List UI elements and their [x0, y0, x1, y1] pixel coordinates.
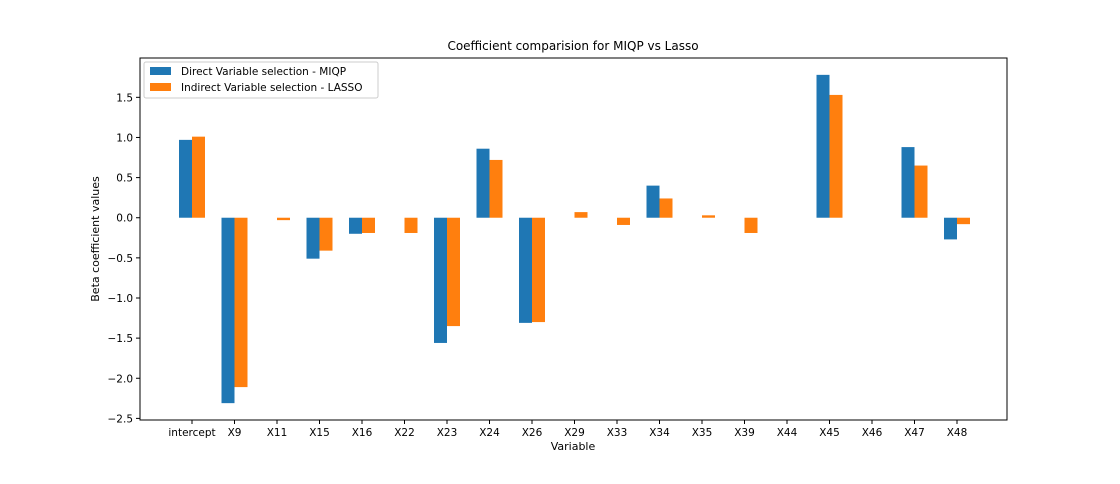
bar-lasso-x22	[404, 217, 418, 233]
legend-swatch-lasso	[150, 83, 171, 91]
x-tick-label: intercept	[168, 427, 215, 439]
bar-lasso-x11	[277, 217, 290, 221]
bar-miqp-x34	[646, 185, 660, 218]
bar-miqp-x15	[306, 217, 320, 259]
x-tick-label: X23	[437, 427, 458, 439]
x-tick-label: X34	[649, 427, 670, 439]
x-tick-label: X35	[692, 427, 713, 439]
bar-miqp-x9	[221, 217, 235, 404]
y-tick-label: −1.5	[108, 333, 134, 345]
bar-lasso-x48	[957, 217, 970, 225]
bar-lasso-x26	[532, 217, 545, 323]
bars-layer	[179, 74, 970, 404]
bar-miqp-x23	[434, 217, 447, 343]
bar-lasso-x35	[702, 215, 715, 218]
x-tick-label: X22	[394, 427, 415, 439]
plot-frame	[139, 57, 1008, 421]
bar-lasso-intercept	[192, 136, 205, 218]
x-tick-label: X44	[777, 427, 798, 439]
legend: Direct Variable selection - MIQP Indirec…	[143, 61, 379, 99]
legend-frame	[143, 61, 379, 99]
x-tick-label: X46	[862, 427, 883, 439]
bar-miqp-x48	[944, 217, 957, 240]
x-tick-label: X15	[309, 427, 330, 439]
bar-lasso-x45	[829, 94, 843, 218]
legend-label-lasso: Indirect Variable selection - LASSO	[181, 82, 362, 94]
bar-lasso-x39	[744, 217, 758, 233]
y-tick-label: 0.0	[116, 213, 133, 225]
bar-lasso-x9	[234, 217, 248, 388]
x-tick-label: X48	[947, 427, 968, 439]
x-tick-label: X29	[564, 427, 585, 439]
x-tick-label: X26	[522, 427, 543, 439]
y-tick-label: 1.5	[116, 92, 133, 104]
bar-lasso-x23	[447, 217, 460, 327]
bar-miqp-x16	[349, 217, 362, 234]
bar-lasso-x47	[914, 165, 928, 218]
y-axis-ticks: −2.5 −2.0 −1.5 −1.0 −0.5 0.0 0.5 1.0 1.5	[108, 92, 140, 425]
bar-lasso-x29	[574, 212, 588, 218]
bar-lasso-x24	[489, 159, 503, 218]
x-tick-label: X9	[228, 427, 242, 439]
x-tick-label: X39	[734, 427, 755, 439]
bar-miqp-x24	[476, 148, 490, 218]
y-axis-label: Beta coefficient values	[89, 176, 102, 302]
bar-lasso-x34	[659, 198, 673, 218]
bar-miqp-x47	[901, 147, 915, 218]
x-tick-label: X47	[904, 427, 925, 439]
x-axis-ticks: intercept X9 X11 X15 X16 X22 X23 X24 X26 X29 X33 X3…	[168, 420, 967, 439]
y-tick-label: −0.5	[108, 253, 134, 265]
x-axis-label: Variable	[551, 440, 596, 453]
x-tick-label: X16	[352, 427, 373, 439]
y-tick-label: 0.5	[116, 173, 133, 185]
y-tick-label: 1.0	[116, 132, 133, 144]
bar-miqp-x26	[519, 217, 532, 323]
chart-title: Coefficient comparision for MIQP vs Lass…	[447, 39, 698, 53]
x-tick-label: X45	[819, 427, 840, 439]
y-tick-label: −2.0	[108, 373, 134, 385]
y-tick-label: −2.5	[108, 413, 134, 425]
x-tick-label: X11	[267, 427, 288, 439]
bar-lasso-x33	[617, 217, 630, 225]
bar-lasso-x16	[362, 217, 375, 233]
legend-swatch-miqp	[150, 67, 171, 75]
bar-lasso-x15	[319, 217, 333, 251]
bar-miqp-intercept	[179, 139, 192, 218]
x-tick-label: X33	[607, 427, 628, 439]
bar-miqp-x45	[816, 74, 830, 218]
x-tick-label: X24	[479, 427, 500, 439]
legend-label-miqp: Direct Variable selection - MIQP	[181, 66, 346, 78]
y-tick-label: −1.0	[108, 293, 134, 305]
